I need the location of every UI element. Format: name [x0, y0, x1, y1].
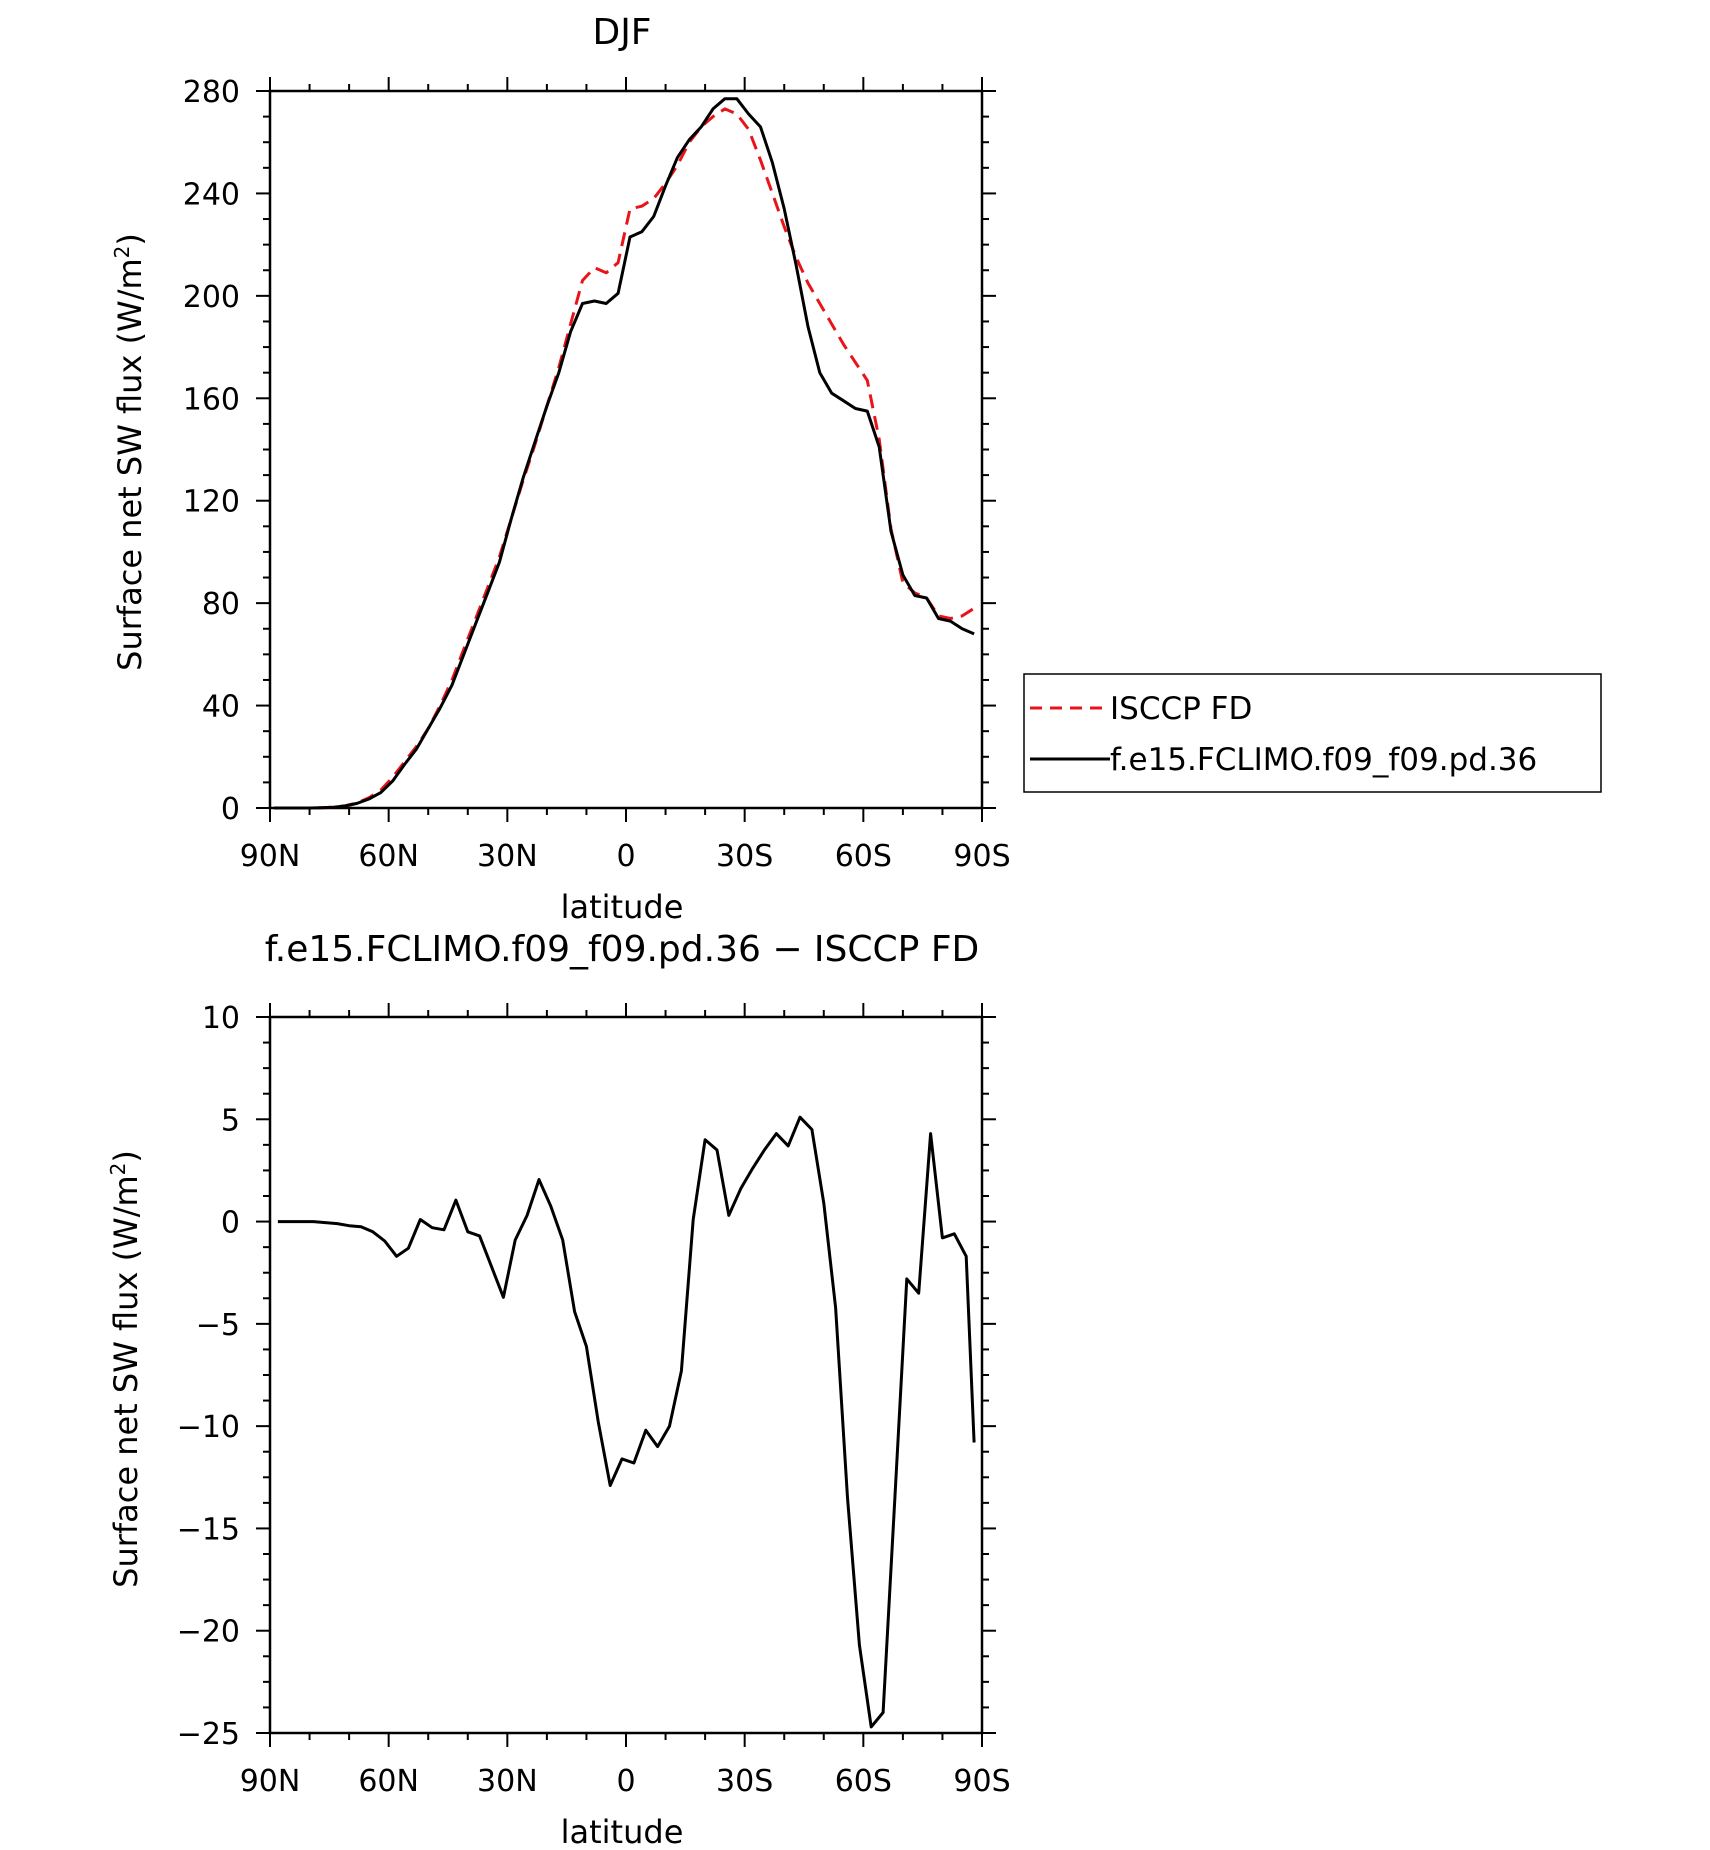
bottom-x-tick-label: 90N [240, 1764, 301, 1799]
bottom-panel: f.e15.FCLIMO.f09_f09.pd.36 − ISCCP FD Su… [106, 929, 1011, 1850]
top-y-tick-label: 200 [183, 280, 240, 315]
top-plot-area: 90N 60N 30N 0 30S 60S 90S 0 40 80 120 160 200 240 280 [183, 75, 1011, 874]
bottom-plot-frame [268, 1015, 984, 1735]
svg-text:Surface net SW flux (W/m2): Surface net SW flux (W/m2) [110, 233, 149, 671]
legend: ISCCP FD f.e15.FCLIMO.f09_f09.pd.36 [1023, 673, 1602, 793]
bottom-y-tick-label: 10 [202, 1001, 240, 1036]
legend-box [1023, 673, 1602, 793]
top-x-tick-label: 90S [953, 839, 1010, 874]
bottom-x-tick-label: 60N [358, 1764, 419, 1799]
top-x-tick-label: 30S [716, 839, 773, 874]
top-y-axis-label: Surface net SW flux (W/m2) [110, 233, 149, 671]
bottom-x-tick-label: 60S [835, 1764, 892, 1799]
top-y-tick-label: 120 [183, 485, 240, 520]
legend-label-isccp: ISCCP FD [1110, 691, 1252, 727]
top-chart-title: DJF [592, 12, 651, 53]
top-y-tick-label: 40 [202, 690, 240, 725]
top-x-tick-label: 0 [616, 839, 635, 874]
svg-text:Surface net SW flux (W/m2): Surface net SW flux (W/m2) [106, 1150, 145, 1588]
top-series-line-1 [274, 97, 975, 810]
top-panel: DJF Surface net SW flux (W/m2) latitude … [110, 12, 1602, 926]
top-x-tick-label: 90N [240, 839, 301, 874]
bottom-y-axis-label: Surface net SW flux (W/m2) [106, 1150, 145, 1588]
bottom-series-line-0 [277, 1115, 976, 1729]
bottom-y-tick-label: 0 [221, 1206, 240, 1241]
bottom-y-axis-label-main: Surface net SW flux (W/m [107, 1175, 145, 1588]
bottom-y-tick-label: −20 [177, 1615, 240, 1650]
top-x-axis-label: latitude [561, 888, 684, 926]
top-y-tick-label: 240 [183, 177, 240, 212]
legend-label-model: f.e15.FCLIMO.f09_f09.pd.36 [1110, 742, 1537, 778]
bottom-y-tick-label: 5 [221, 1103, 240, 1138]
bottom-y-tick-label: −25 [177, 1717, 240, 1752]
bottom-y-axis-label-superscript: 2 [106, 1163, 130, 1176]
bottom-y-tick-label: −15 [177, 1512, 240, 1547]
bottom-x-axis-label: latitude [561, 1813, 684, 1850]
bottom-x-tick-label: 0 [616, 1764, 635, 1799]
top-y-tick-label: 280 [183, 75, 240, 110]
top-y-tick-label: 0 [221, 792, 240, 827]
bottom-y-tick-label: −10 [177, 1410, 240, 1445]
bottom-x-tick-label: 30S [716, 1764, 773, 1799]
bottom-chart-title: f.e15.FCLIMO.f09_f09.pd.36 − ISCCP FD [265, 929, 980, 970]
top-y-axis-label-main: Surface net SW flux (W/m [111, 258, 149, 671]
top-series-line-0 [274, 107, 975, 810]
bottom-x-tick-label: 30N [477, 1764, 538, 1799]
bottom-y-tick-label: −5 [196, 1308, 240, 1343]
top-plot-frame [268, 89, 984, 810]
bottom-plot-area: 90N 60N 30N 0 30S 60S 90S −25 −20 −15 −10 −5 0 5 10 [177, 1001, 1011, 1799]
bottom-y-axis-label-end: ) [107, 1150, 145, 1162]
top-y-tick-label: 80 [202, 587, 240, 622]
top-x-tick-label: 60S [835, 839, 892, 874]
bottom-x-tick-label: 90S [953, 1764, 1010, 1799]
top-y-axis-label-superscript: 2 [110, 246, 134, 259]
top-y-axis-label-end: ) [111, 233, 149, 245]
top-x-tick-label: 60N [358, 839, 419, 874]
top-y-tick-label: 160 [183, 382, 240, 417]
top-x-tick-label: 30N [477, 839, 538, 874]
